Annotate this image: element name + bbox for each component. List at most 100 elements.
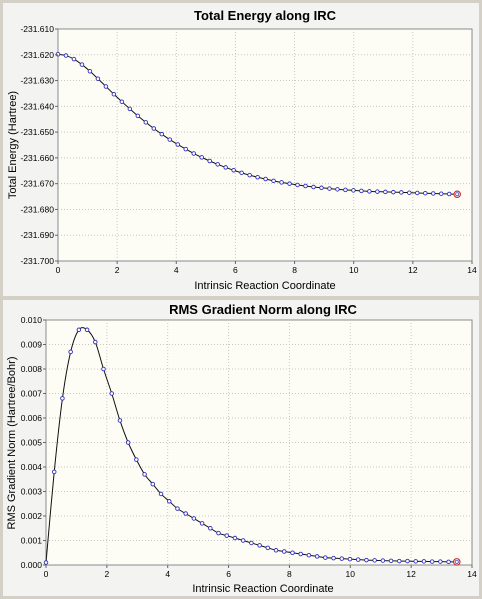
gradient-y-tick-label: 0.007 [21,389,43,399]
gradient-data-point [314,554,320,559]
energy-data-point [63,53,69,58]
gradient-x-tick-label: 10 [346,569,356,579]
energy-y-tick-label: -231.610 [20,24,54,34]
energy-x-tick-label: 14 [467,265,477,275]
energy-data-point [223,165,228,170]
gradient-y-tick-label: 0.010 [21,315,43,325]
energy-data-point [95,76,101,82]
gradient-y-tick-label: 0.008 [21,364,43,374]
gradient-data-point [347,556,353,562]
gradient-data-point [68,349,73,355]
gradient-y-tick-label: 0.004 [21,462,43,472]
gradient-data-point [208,526,213,531]
gradient-data-point [216,530,221,536]
gradient-data-point [249,540,254,546]
gradient-data-point [125,440,131,445]
gradient-data-point [183,511,188,516]
gradient-chart-title: RMS Gradient Norm along IRC [169,302,357,317]
gradient-data-point [331,555,336,561]
energy-data-point [79,62,85,67]
energy-data-point [159,131,165,137]
energy-x-tick-label: 0 [56,265,61,275]
energy-data-point [183,146,188,152]
gradient-data-point [60,396,65,401]
energy-x-axis-label: Intrinsic Reaction Coordinate [194,280,335,292]
energy-points [55,52,461,198]
gradient-data-point [158,491,164,497]
gradient-data-point [405,558,410,564]
energy-data-point [215,162,220,167]
gradient-current-point-inner [454,559,459,564]
energy-y-tick-label: -231.650 [20,127,54,137]
energy-data-point [151,126,157,131]
gradient-data-point [273,548,279,553]
gradient-points [43,327,461,566]
gradient-data-point [76,327,82,333]
energy-y-axis-label: Total Energy (Hartree) [7,91,19,199]
gradient-data-point [224,533,229,538]
energy-y-tick-label: -231.620 [20,50,54,60]
energy-data-point [375,189,380,194]
energy-data-point [191,151,196,156]
gradient-y-tick-label: 0.005 [21,438,43,448]
energy-data-point [199,155,204,160]
gradient-y-tick-label: 0.001 [21,536,43,546]
gradient-data-point [232,535,238,541]
gradient-data-point [199,521,205,526]
energy-data-point [247,172,252,178]
gradient-y-axis-label: RMS Gradient Norm (Hartree/Bohr) [6,357,18,530]
energy-data-point [391,189,396,195]
gradient-y-tick-label: 0.003 [21,487,43,497]
energy-data-point [287,181,292,186]
energy-y-tick-label: -231.630 [20,76,54,86]
energy-data-point [415,190,420,196]
energy-y-tick-label: -231.700 [20,256,54,266]
energy-data-point [335,187,340,192]
energy-data-point [438,191,444,196]
energy-data-point [143,120,149,125]
gradient-grid [46,320,472,565]
gradient-data-point [438,559,443,564]
gradient-data-point [339,556,345,561]
energy-data-point [207,158,212,164]
gradient-data-point [93,339,98,345]
gradient-data-point [240,538,246,543]
gradient-data-point [282,549,287,554]
energy-data-point [431,191,436,196]
gradient-data-point [150,481,156,487]
energy-y-tick-label: -231.660 [20,153,54,163]
gradient-y-tick-label: 0.009 [21,340,43,350]
energy-data-point [446,191,452,197]
energy-data-point [255,174,260,180]
gradient-data-point [397,558,402,564]
energy-x-tick-label: 12 [408,265,418,275]
energy-current-point-inner [455,192,460,197]
energy-data-point [239,170,244,176]
energy-data-point [343,187,348,193]
energy-y-tick-label: -231.680 [20,204,54,214]
energy-plot-area [57,28,473,262]
gradient-data-point [372,558,377,563]
gradient-x-tick-label: 12 [406,569,416,579]
energy-data-point [119,99,125,104]
gradient-x-tick-label: 8 [287,569,292,579]
energy-data-point [311,184,316,190]
energy-data-point [327,186,332,191]
energy-x-tick-label: 6 [233,265,238,275]
energy-data-point [319,185,324,191]
gradient-data-point [364,557,369,563]
energy-data-point [103,84,109,89]
gradient-y-tick-label: 0.000 [21,560,43,570]
energy-data-point [71,56,77,62]
gradient-data-point [380,558,386,563]
energy-y-tick-label: -231.640 [20,101,54,111]
gradient-data-point [298,551,303,557]
gradient-data-point [413,559,418,564]
energy-x-tick-label: 4 [174,265,179,275]
gradient-x-tick-label: 14 [467,569,477,579]
gradient-data-point [388,558,394,564]
energy-data-point [423,190,428,196]
gradient-x-ticks: 0 2 4 6 8 10 12 14 [44,565,477,579]
energy-y-tick-label: -231.670 [20,179,54,189]
